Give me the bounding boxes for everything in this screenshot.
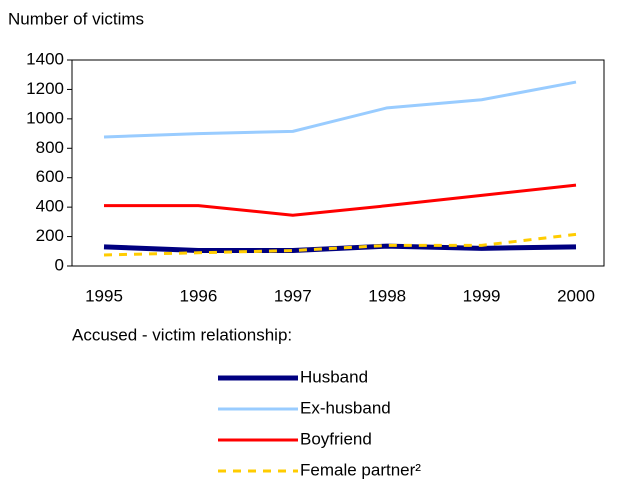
series-line xyxy=(103,80,577,139)
y-tick-label: 1000 xyxy=(26,108,64,127)
legend-label: Boyfriend xyxy=(300,429,372,448)
y-tick-label: 1400 xyxy=(26,49,64,68)
x-tick-label: 2000 xyxy=(557,286,595,305)
plot-area xyxy=(71,59,605,267)
series-line xyxy=(103,243,577,254)
x-tick-label: 1999 xyxy=(463,286,501,305)
y-tick-label: 200 xyxy=(36,226,64,245)
legend-title: Accused - victim relationship: xyxy=(72,325,292,344)
series-line xyxy=(103,232,577,257)
x-tick-label: 1995 xyxy=(85,286,123,305)
y-axis-label: Number of victims xyxy=(8,9,144,28)
legend-label: Ex-husband xyxy=(300,398,391,417)
x-tick-label: 1996 xyxy=(179,286,217,305)
legend-label: Female partner² xyxy=(300,460,421,479)
series-line xyxy=(104,183,577,217)
y-tick-label: 0 xyxy=(55,255,64,274)
x-tick-label: 1997 xyxy=(274,286,312,305)
y-tick-label: 600 xyxy=(36,167,64,186)
legend-label: Husband xyxy=(300,367,368,386)
y-tick-label: 1200 xyxy=(26,79,64,98)
y-tick-label: 800 xyxy=(36,138,64,157)
x-tick-label: 1998 xyxy=(368,286,406,305)
y-tick-label: 400 xyxy=(36,197,64,216)
